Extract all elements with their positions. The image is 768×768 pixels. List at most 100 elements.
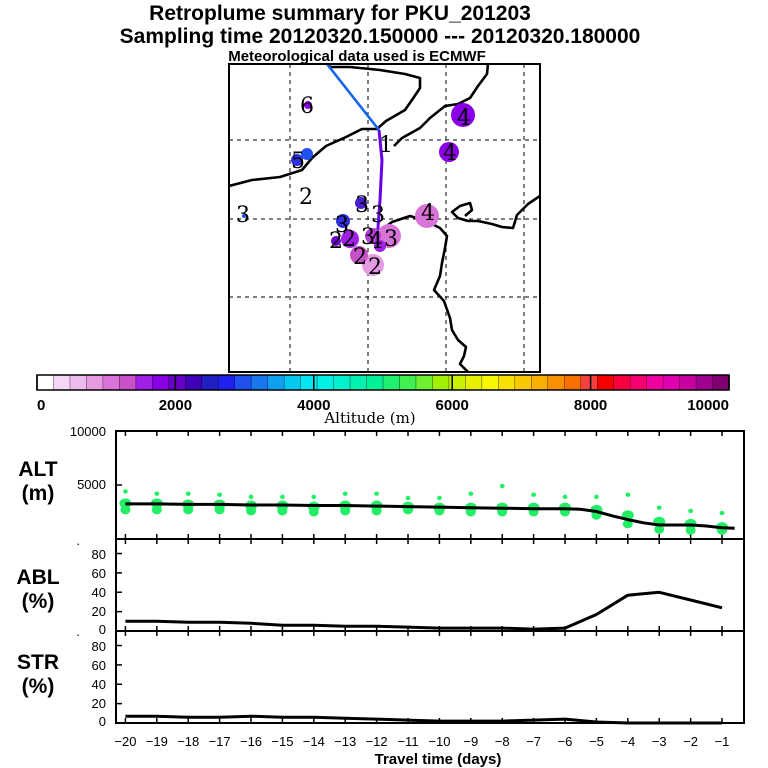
colorbar-swatch [366,375,384,390]
altitude-colorbar: 0 2000 4000 6000 8000 10000 Altitude (m) [36,374,730,427]
plume-number-label: 4 [443,141,457,166]
alt-scatter-point [719,510,725,516]
colorbar-swatch [135,375,153,390]
alt-scatter-point [342,491,348,496]
plume-marker [301,148,313,160]
x-tick-label: −11 [397,734,418,749]
plume-marker [336,214,350,228]
colorbar-label: Altitude (m) [323,409,415,427]
alt-scatter-point [311,494,317,500]
plume-number-label: 3 [384,227,398,252]
plume-marker [350,246,368,264]
plume-marker [365,228,381,244]
abl-ytick-label: 40 [92,585,106,600]
colorbar-tick-label: 4000 [297,397,330,414]
colorbar-swatch [119,375,137,390]
colorbar-swatch [547,375,565,390]
plume-number-label: 5 [291,149,305,174]
colorbar-tick-label: 6000 [436,397,469,414]
x-tick-label: −2 [683,734,698,749]
alt-label: ALT [18,458,57,481]
plume-number-label: 4 [457,106,471,131]
alt-ytick-label: 5000 [77,477,106,492]
alt-scatter-point [248,494,254,500]
str-line [125,714,722,725]
plume-marker [415,204,439,228]
plume-number-label: 3 [236,203,250,228]
abl-label: ABL [16,566,59,589]
colorbar-swatch [86,375,104,390]
map-frame [228,63,541,373]
x-tick-label: −12 [366,734,388,749]
abl-ytick-label: 80 [92,547,106,562]
met-data-note: Meteorological data used is ECMWF [228,48,486,65]
plume-marker [355,197,367,209]
alt-unit: (m) [22,482,55,505]
colorbar-swatch [465,375,483,390]
alt-scatter-point [123,489,128,494]
plume-number-label: 6 [300,94,314,119]
colorbar-swatch [333,375,351,390]
plume-number-label: 4 [421,201,435,226]
x-tick-label: −5 [589,734,604,749]
colorbar-tick-label: 2000 [159,397,192,414]
colorbar-swatch [267,375,285,390]
alt-scatter-point [688,508,694,514]
colorbar-swatch [630,375,648,390]
colorbar-swatch [498,375,516,390]
colorbar-swatch [350,375,368,390]
str-ytick-label: 40 [92,677,106,692]
colorbar-swatch [185,375,203,390]
plume-number-label: 3 [371,203,385,228]
abl-ytick-label: 20 [92,604,106,619]
alt-scatter-point [151,505,162,515]
colorbar-swatch [415,375,434,390]
plume-marker [341,230,359,248]
colorbar-swatch [712,375,730,390]
alt-scatter-point [465,507,476,517]
abl-ytick-label: 60 [92,566,106,581]
alt-scatter-point [654,524,665,534]
plume-number-label: 2 [342,227,356,252]
alt-scatter-point [437,495,442,501]
str-label: STR [17,651,59,674]
str-ytick-label: 20 [92,696,106,711]
x-tick-label: −16 [240,734,262,749]
alt-scatter-point [685,525,696,535]
x-tick-label: −4 [620,734,635,749]
alt-scatter-point [120,505,131,515]
str-ytick-label: 80 [92,639,106,654]
alt-scatter-point [499,483,505,489]
plume-marker [304,101,312,109]
str-ytick-label: 60 [92,658,106,673]
colorbar-swatch [514,375,532,390]
x-tick-label: −6 [558,734,573,749]
colorbar-swatch [201,375,219,390]
alt-scatter-point [183,505,194,515]
x-tick-label: −17 [209,734,231,749]
alt-scatter-point [280,494,285,500]
alt-scatter-point [371,506,382,516]
abl-unit: (%) [22,590,55,613]
plume-number-label: 3 [355,193,369,218]
colorbar-swatch [300,375,318,390]
colorbar-swatch [663,375,681,390]
plume-number-label: 2 [353,245,367,270]
plume-marker [439,142,459,162]
colorbar-swatch [613,375,631,390]
x-tick-label: −10 [428,734,450,749]
colorbar-swatch [234,375,252,390]
str-unit: (%) [22,675,55,698]
x-tick-label: −20 [114,734,136,749]
colorbar-tick-label: 8000 [574,397,607,414]
colorbar-swatch [53,375,71,390]
colorbar-swatch [448,375,466,390]
plume-marker [362,254,384,276]
x-tick-label: −19 [146,734,168,749]
coastline [393,64,490,147]
x-tick-label: −8 [495,734,510,749]
alt-scatter-point [434,506,445,516]
alt-scatter-point [625,492,631,497]
